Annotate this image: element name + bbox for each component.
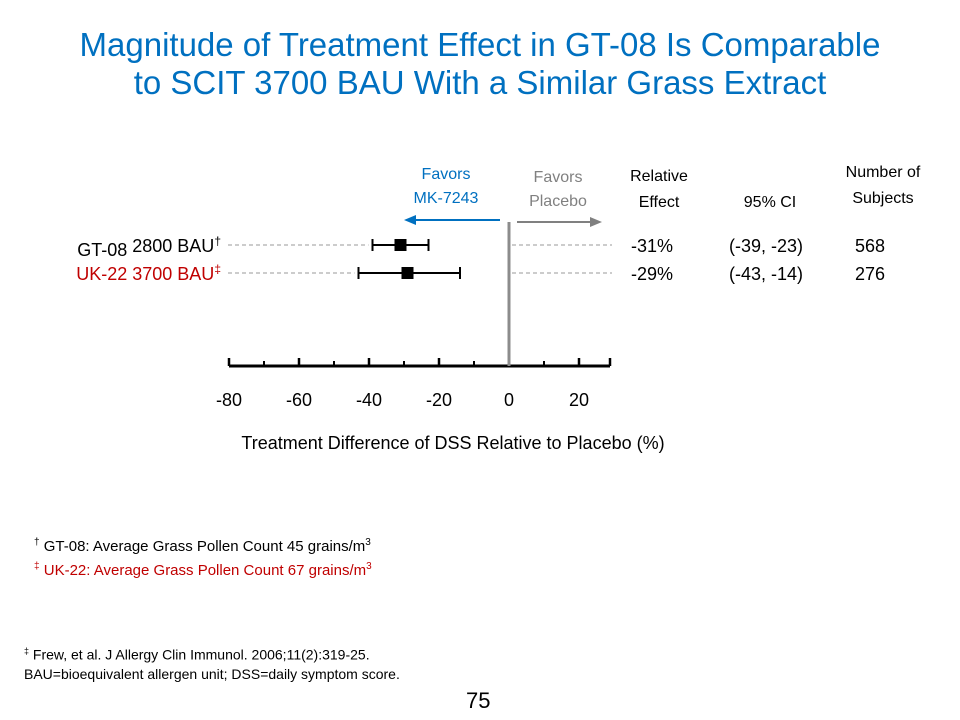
favors-right-line-2: Placebo [529,193,587,210]
footnote-uk22-text: UK-22: Average Grass Pollen Count 67 gra… [43,562,367,579]
row-label-name: GT-08 [77,240,132,260]
row-label-mark: † [214,234,221,248]
favors-right-line-1: Favors [534,169,583,186]
point-estimate-uk22 [401,267,414,279]
footnote-gt08-sup: 3 [365,537,371,548]
footnote-gt08: † GT-08: Average Grass Pollen Count 45 g… [34,537,371,555]
footnote-gt08-mark: † [34,537,40,548]
x-tick-label: -60 [286,390,312,410]
row-label-mark: ‡ [214,262,221,276]
x-tick-label: -40 [356,390,382,410]
ci-text-uk22: (-43, -14) [729,264,803,284]
header-relative-effect-line-1: Relative [630,168,688,185]
relative-effect-gt08: -31% [631,236,673,256]
header-ci: 95% CI [744,194,796,211]
point-estimate-gt08 [394,239,407,251]
footnote-gt08-text: GT-08: Average Grass Pollen Count 45 gra… [43,538,366,555]
x-tick-label: 0 [504,390,514,410]
title-line-1: Magnitude of Treatment Effect in GT-08 I… [79,26,881,63]
footnote-uk22-sup: 3 [366,561,372,572]
relative-effect-uk22: -29% [631,264,673,284]
slide-title: Magnitude of Treatment Effect in GT-08 I… [0,26,960,102]
favors-left-arrowhead [404,215,416,225]
title-line-2: to SCIT 3700 BAU With a Similar Grass Ex… [133,64,827,101]
reference-line-1: ‡ Frew, et al. J Allergy Clin Immunol. 2… [24,646,370,663]
x-tick-label: -20 [426,390,452,410]
row-label-dose: 2800 BAU [132,236,214,256]
x-axis-label: Treatment Difference of DSS Relative to … [241,433,664,453]
header-subjects-line-2: Subjects [852,190,913,207]
footnote-uk22-mark: ‡ [34,561,40,572]
subjects-uk22: 276 [855,264,885,284]
header-subjects-line-1: Number of [846,164,921,181]
reference-mark: ‡ [24,646,30,656]
ci-text-gt08: (-39, -23) [729,236,803,256]
subjects-gt08: 568 [855,236,885,256]
x-tick-label: 20 [569,390,589,410]
row-label-gt08: GT-08 2800 BAU† [77,234,221,260]
x-tick-label: -80 [216,390,242,410]
favors-left-line-2: MK-7243 [414,190,479,207]
row-label-name: UK-22 [76,264,132,284]
row-label-uk22: UK-22 3700 BAU‡ [76,262,221,284]
page-number: 75 [466,688,491,713]
reference-citation: Frew, et al. J Allergy Clin Immunol. 200… [32,646,370,663]
reference-line-2: BAU=bioequivalent allergen unit; DSS=dai… [24,666,400,682]
favors-left-line-1: Favors [422,166,471,183]
header-relative-effect-line-2: Effect [639,194,680,211]
row-label-dose: 3700 BAU [132,264,214,284]
favors-right-arrowhead [590,217,602,227]
footnote-uk22: ‡ UK-22: Average Grass Pollen Count 67 g… [34,561,372,579]
